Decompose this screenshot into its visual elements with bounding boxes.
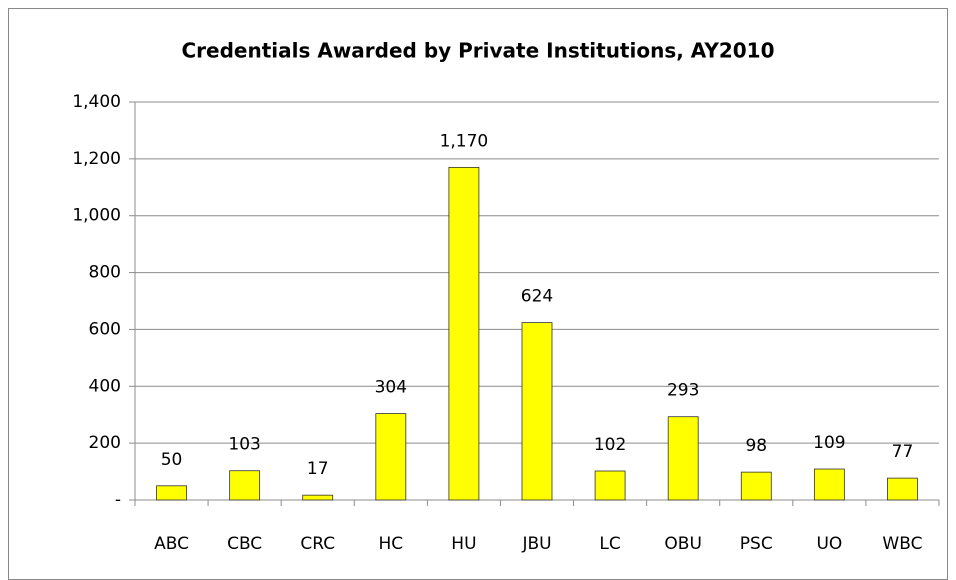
bar [887,477,918,501]
data-label: 17 [307,459,329,479]
bar [375,413,407,501]
y-tick-label: 800 [89,263,121,283]
x-tick-label: CBC [227,534,262,554]
bar [229,470,261,501]
y-tick-label: 1,000 [72,206,121,226]
x-tick-label: CRC [300,534,335,554]
bar [813,468,845,501]
x-tick-label: OBU [664,534,702,554]
bar [448,166,480,501]
x-tick-label: ABC [154,534,189,554]
data-label: 103 [228,435,260,455]
data-label: 304 [375,378,407,398]
x-tick-label: WBC [882,534,922,554]
y-tick-label: 600 [89,319,121,339]
x-tick-label: UO [816,534,842,554]
bar [521,322,553,501]
data-label: 1,170 [440,131,489,151]
data-label: 109 [813,433,845,453]
y-tick-label: 1,400 [72,92,121,112]
y-tick-label: 400 [89,376,121,396]
x-tick-label: HU [451,534,476,554]
x-tick-label: LC [599,534,620,554]
bar [740,471,772,501]
bar [594,470,626,501]
chart-title: Credentials Awarded by Private Instituti… [181,39,774,63]
x-tick-label: HC [378,534,403,554]
y-tick-label: 1,200 [72,149,121,169]
data-label: 624 [521,287,553,307]
bar [302,494,334,501]
data-label: 98 [745,436,767,456]
data-label: 102 [594,435,626,455]
y-tick-label: 200 [89,433,121,453]
bar [667,416,699,501]
data-label: 77 [892,442,914,462]
data-label: 50 [161,450,183,470]
y-tick-label: - [115,490,121,510]
bar [156,485,187,501]
x-tick-label: JBU [521,534,551,554]
data-label: 293 [667,381,699,401]
x-tick-label: PSC [740,534,773,554]
